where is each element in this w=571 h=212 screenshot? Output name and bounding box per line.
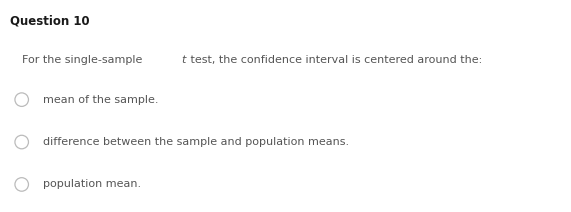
Point [17,183,26,186]
Text: For the single-sample: For the single-sample [22,55,146,65]
Text: population mean.: population mean. [43,179,141,190]
Text: mean of the sample.: mean of the sample. [43,95,158,105]
Text: Question 10: Question 10 [10,15,90,28]
Text: difference between the sample and population means.: difference between the sample and popula… [43,137,349,147]
Text: test, the confidence interval is centered around the:: test, the confidence interval is centere… [187,55,482,65]
Point [17,98,26,101]
Point [17,140,26,144]
Text: t: t [182,55,186,65]
